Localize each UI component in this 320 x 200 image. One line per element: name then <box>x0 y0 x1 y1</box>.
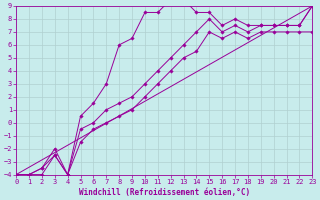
X-axis label: Windchill (Refroidissement éolien,°C): Windchill (Refroidissement éolien,°C) <box>79 188 250 197</box>
